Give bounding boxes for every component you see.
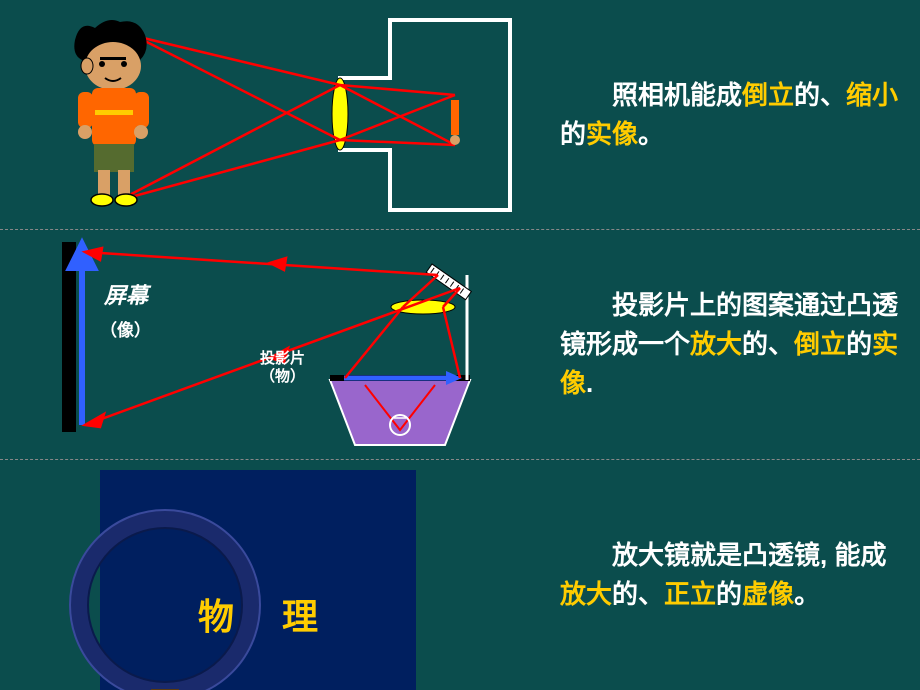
camera-image-icon — [450, 100, 460, 145]
image-label: （像） — [100, 316, 151, 341]
txt: . — [586, 368, 593, 398]
txt-hl: 放大 — [690, 329, 742, 359]
txt-hl: 倒立 — [742, 80, 794, 110]
camera-body — [340, 20, 510, 210]
txt: 的、 — [794, 80, 846, 110]
slide-label-l2: （物） — [260, 368, 305, 386]
txt: 照相机能成 — [612, 80, 742, 110]
txt-hl: 正立 — [664, 579, 716, 609]
projector-description: 投影片上的图案通过凸透镜形成一个放大的、倒立的实像. — [540, 230, 920, 459]
txt: 。 — [794, 579, 820, 609]
slide-label: 投影片 （物） — [260, 350, 305, 386]
txt: 的 — [560, 119, 586, 149]
panel-camera: 照相机能成倒立的、缩小的实像。 — [0, 0, 920, 230]
screen-label: 屏幕 — [104, 278, 148, 310]
magnifier-diagram: 物 理 — [0, 460, 540, 690]
txt-hl: 虚像 — [742, 579, 794, 609]
txt: 的 — [846, 329, 872, 359]
camera-rays — [120, 36, 455, 200]
panel-projector: 屏幕 （像） 投影片 （物） 投影片上的图案通过凸透镜形成一个放大的、倒立的实像… — [0, 230, 920, 460]
txt-hl: 缩小 — [846, 80, 898, 110]
txt-hl: 倒立 — [794, 329, 846, 359]
magnifier-bg — [100, 470, 416, 690]
magnifier-text-r: 理 — [282, 588, 318, 640]
projector-diagram: 屏幕 （像） 投影片 （物） — [0, 230, 540, 460]
txt: 的、 — [612, 579, 664, 609]
txt: 。 — [638, 119, 664, 149]
txt: 的、 — [742, 329, 794, 359]
txt-hl: 实像 — [586, 119, 638, 149]
panel-magnifier: 物 理 放大镜就是凸透镜, 能成放大的、正立的虚像。 — [0, 460, 920, 690]
slide-label-l1: 投影片 — [260, 350, 305, 368]
magnifier-text-l: 物 — [198, 588, 240, 640]
boy-figure — [74, 20, 149, 206]
txt: 放大镜就是凸透镜, 能成 — [612, 540, 886, 570]
magnifier-description: 放大镜就是凸透镜, 能成放大的、正立的虚像。 — [540, 460, 920, 690]
txt: 的 — [716, 579, 742, 609]
camera-description: 照相机能成倒立的、缩小的实像。 — [540, 0, 920, 229]
camera-diagram — [0, 0, 540, 230]
txt-hl: 放大 — [560, 579, 612, 609]
